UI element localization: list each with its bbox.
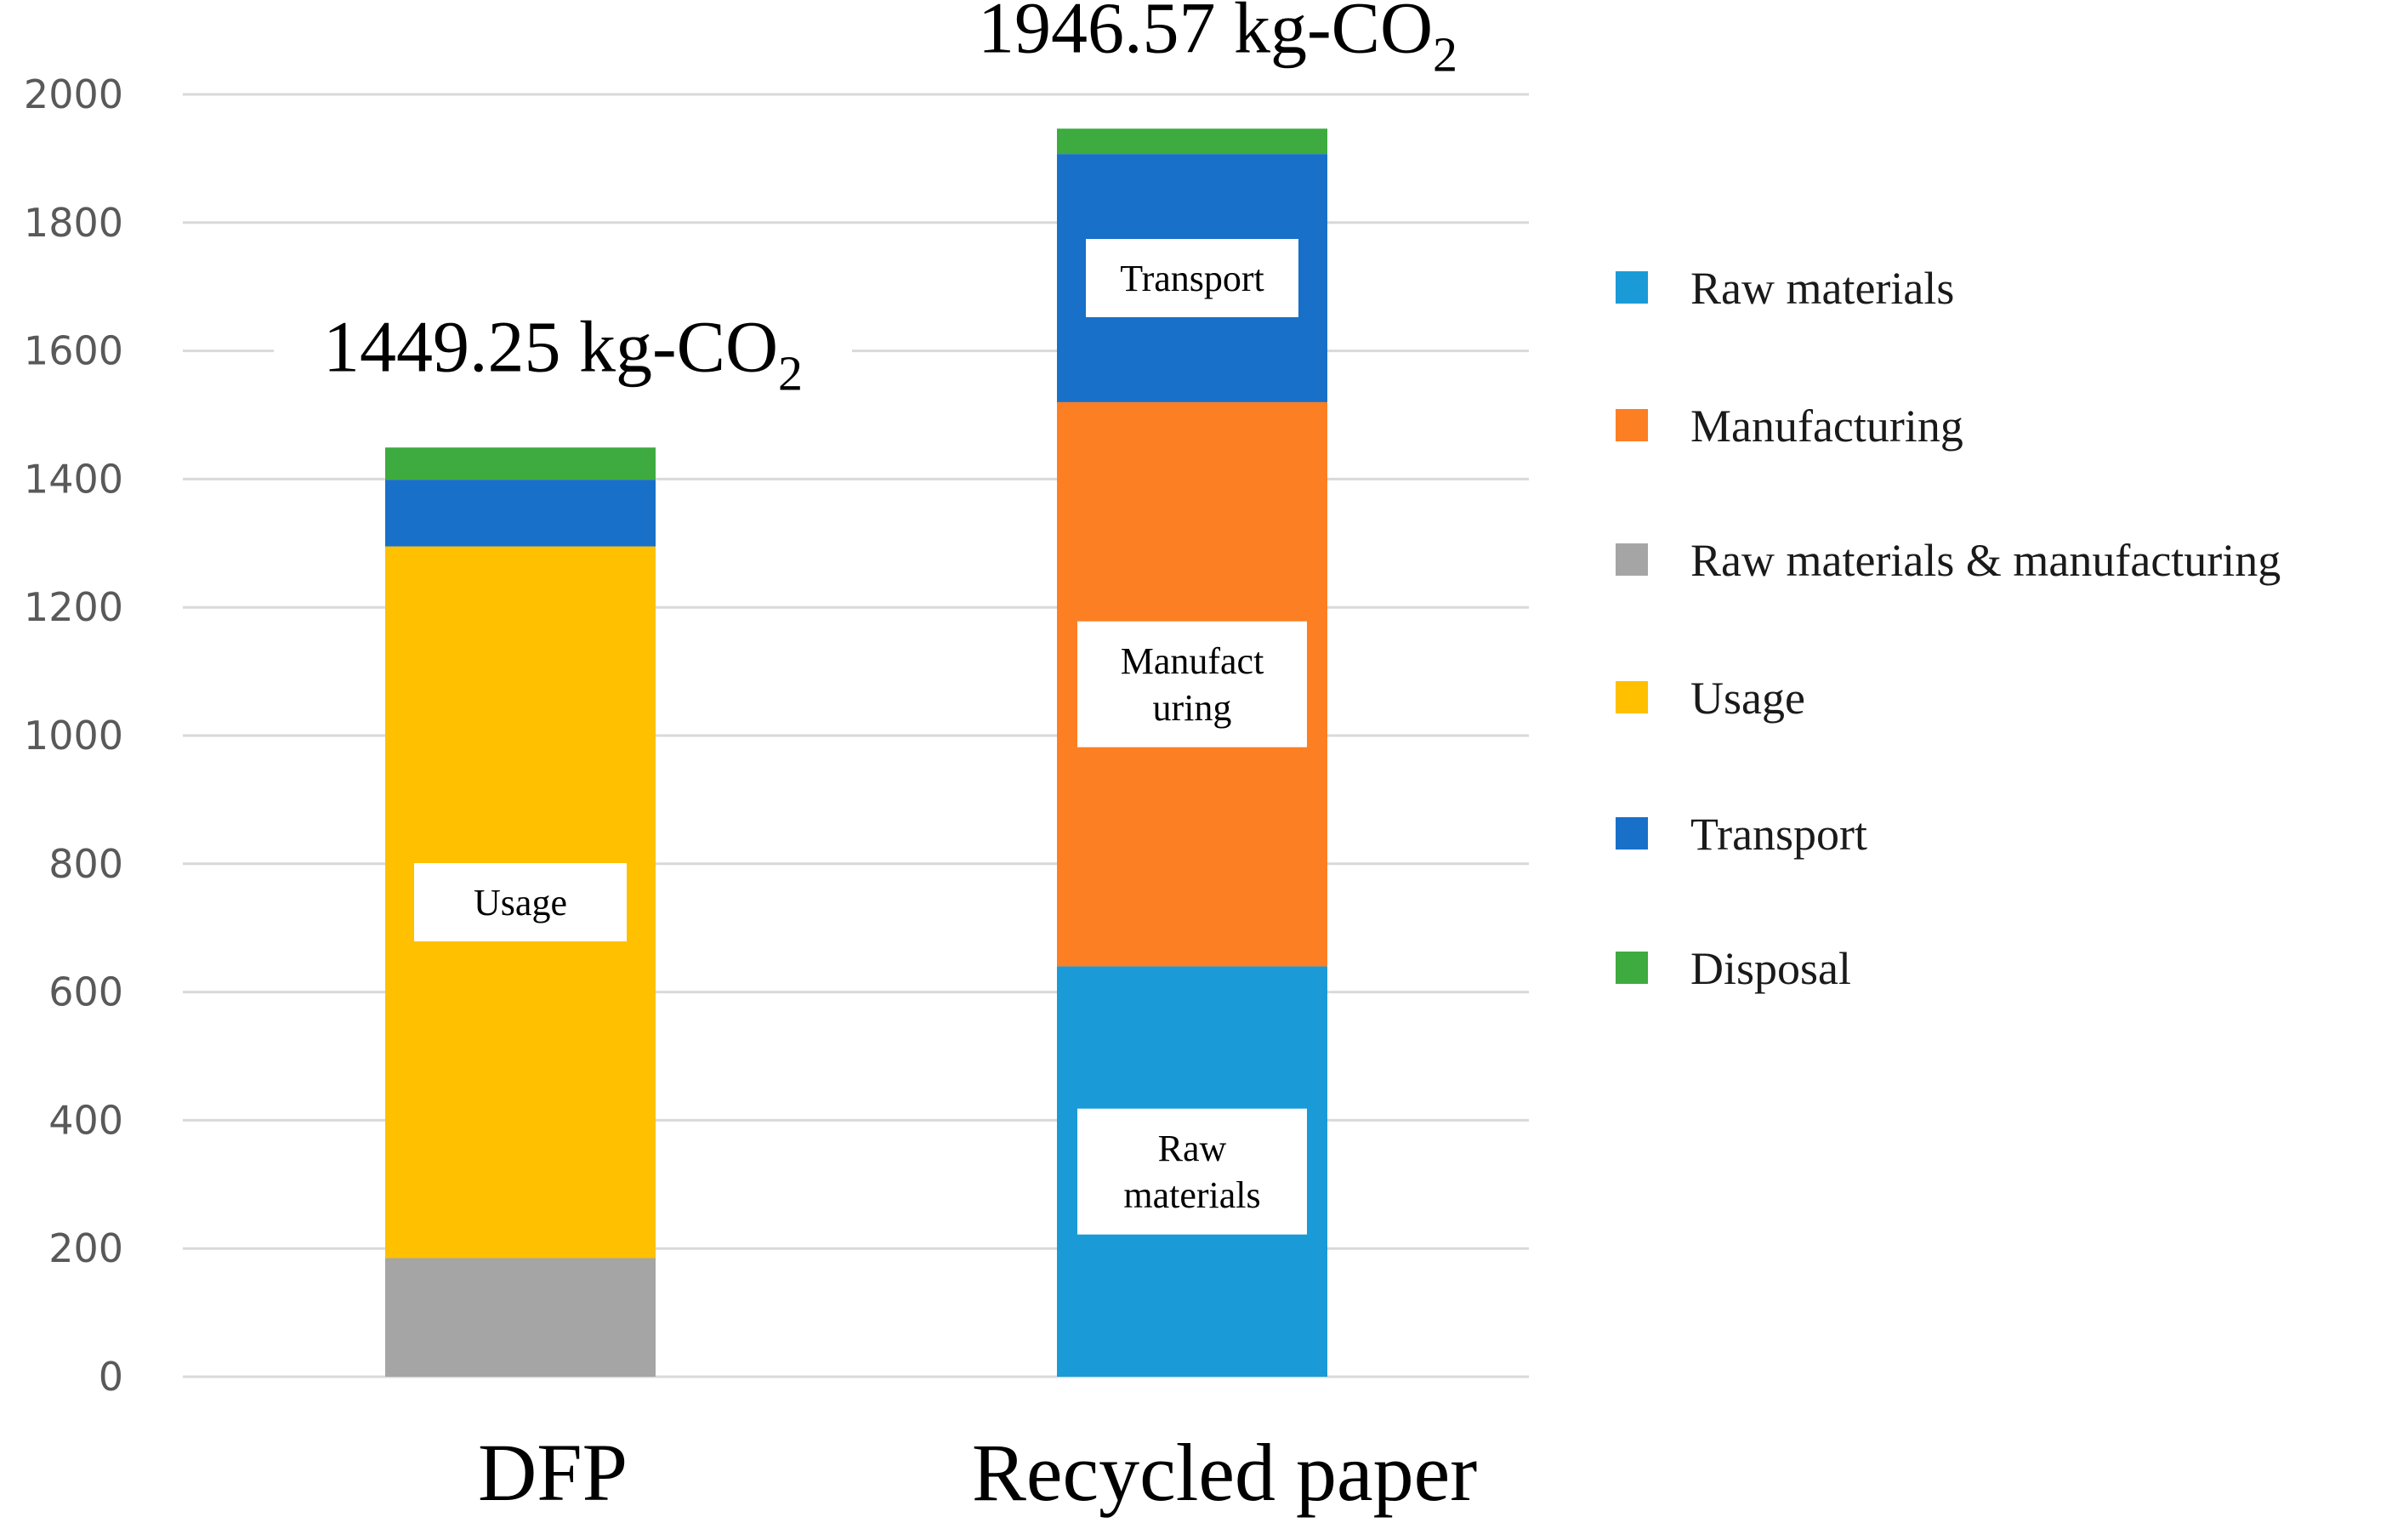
y-tick-label: 600 — [48, 969, 123, 1015]
total-label: 1946.57 kg-CO2 — [978, 0, 1457, 82]
legend-swatch — [1616, 817, 1648, 850]
segment-label: Manufact uring — [1077, 621, 1307, 747]
segment-label: Raw materials — [1077, 1108, 1307, 1235]
segment-label-text: Manufact — [1121, 640, 1264, 682]
legend-swatch — [1616, 543, 1648, 576]
legend-label: Raw materials — [1690, 263, 1954, 314]
x-category-label: Recycled paper — [972, 1427, 1477, 1518]
x-category-label: DFP — [478, 1427, 628, 1518]
legend-label: Transport — [1690, 809, 1867, 860]
bar-segment-transport — [385, 480, 656, 547]
legend: Raw materials Manufacturing Raw materials … — [1616, 263, 2281, 994]
y-tick-label: 1800 — [24, 200, 123, 246]
bars: Usage Raw materials Manufact uring Transport — [385, 128, 1327, 1377]
segment-label-box — [1077, 1108, 1307, 1235]
total-labels: 1449.25 kg-CO2 1946.57 kg-CO2 — [274, 0, 1507, 410]
legend-item: Manufacturing — [1616, 401, 1963, 452]
legend-label: Usage — [1690, 673, 1805, 724]
segment-label-text: uring — [1153, 687, 1232, 729]
y-tick-label: 1000 — [24, 713, 123, 759]
segment-label: Transport — [1086, 239, 1298, 318]
y-tick-label: 1600 — [24, 328, 123, 374]
bar-segment-disposal — [385, 447, 656, 480]
legend-swatch — [1616, 409, 1648, 441]
y-tick-label: 200 — [48, 1225, 123, 1271]
total-label-backdrop — [274, 298, 852, 410]
bar-segment-disposal — [1057, 128, 1327, 155]
segment-label-box — [1077, 621, 1307, 747]
total-label-backdrop — [929, 0, 1507, 91]
legend-item: Usage — [1616, 673, 1805, 724]
segment-label-text: Transport — [1120, 258, 1264, 299]
y-tick-label: 1200 — [24, 584, 123, 630]
segment-label-text: materials — [1123, 1174, 1260, 1216]
y-axis: 0 200 400 600 800 1000 1200 1400 1600 1800 2000 — [24, 71, 123, 1400]
segment-label-box — [1086, 239, 1298, 318]
y-tick-label: 2000 — [24, 71, 123, 117]
legend-swatch — [1616, 952, 1648, 984]
legend-label: Manufacturing — [1690, 401, 1963, 452]
legend-swatch — [1616, 271, 1648, 304]
y-tick-label: 1400 — [24, 456, 123, 502]
legend-item: Raw materials — [1616, 263, 1954, 314]
legend-item: Transport — [1616, 809, 1867, 860]
legend-swatch — [1616, 681, 1648, 713]
legend-label: Disposal — [1690, 943, 1851, 994]
x-axis: DFP Recycled paper — [478, 1427, 1477, 1518]
segment-label-box — [414, 863, 627, 942]
bar-segment-raw-materials-manufacturing — [385, 1258, 656, 1377]
total-label: 1449.25 kg-CO2 — [323, 305, 803, 401]
y-tick-label: 800 — [48, 841, 123, 887]
segment-label: Usage — [414, 863, 627, 942]
y-tick-label: 400 — [48, 1097, 123, 1143]
legend-item: Raw materials & manufacturing — [1616, 535, 2281, 586]
segment-label-text: Raw — [1158, 1128, 1227, 1169]
segment-label-text: Usage — [474, 882, 567, 923]
y-tick-label: 0 — [99, 1354, 123, 1400]
legend-item: Disposal — [1616, 943, 1851, 994]
legend-label: Raw materials & manufacturing — [1690, 535, 2281, 586]
